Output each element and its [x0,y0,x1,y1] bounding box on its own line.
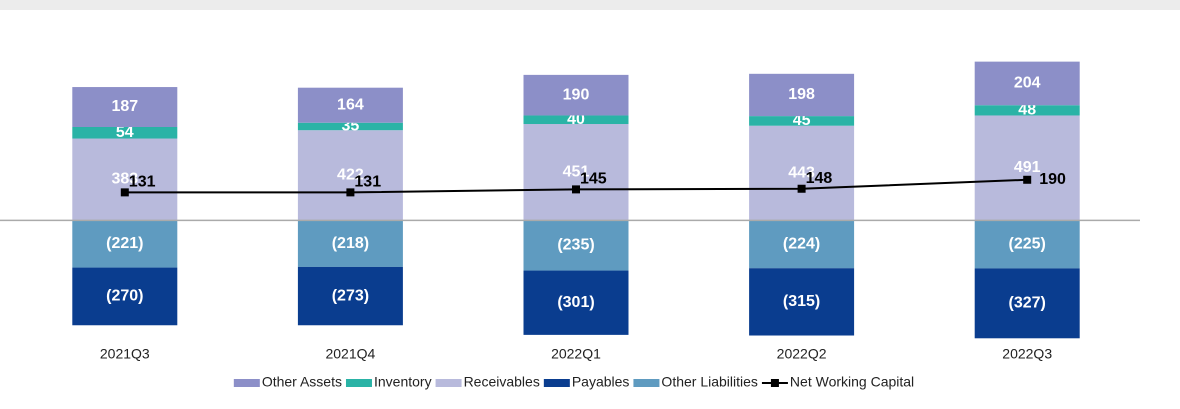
bar-segment [523,270,629,335]
data-label: (270) [106,288,143,305]
data-label: 422 [337,167,364,184]
data-label: 491 [1014,159,1041,176]
data-label: (224) [783,236,820,253]
legend-swatch [633,379,660,387]
data-label: 164 [337,96,364,113]
data-label: 383 [111,171,138,188]
bar-segment [749,268,855,336]
legend-swatch [435,379,462,387]
bar-segment [974,268,1080,339]
data-label: (301) [557,294,594,311]
legend-label: Inventory [374,374,432,390]
line-label: 131 [129,174,156,191]
x-tick-label: 2022Q2 [777,346,827,362]
bar-segment [749,125,855,221]
x-tick-label: 2021Q4 [325,346,375,362]
bar-segment [297,122,403,131]
line-marker [1023,175,1032,184]
legend-label: Other Liabilities [661,374,758,390]
legend-label: Payables [572,374,630,390]
bar-segment [72,87,178,128]
data-label: (218) [332,235,369,252]
line-marker [346,188,355,197]
bar-segment [297,220,403,267]
bar-segment [749,73,855,117]
bar-segment [72,127,178,139]
bar-segment [72,220,178,268]
data-label: 204 [1014,75,1041,92]
bar-segment [749,116,855,126]
x-tick-label: 2021Q3 [100,346,150,362]
bar-segment [974,115,1080,221]
bar-segment [523,115,629,125]
data-label: 54 [116,124,134,141]
legend-swatch [770,379,779,387]
line-marker [120,188,129,197]
line-label: 148 [806,170,833,187]
data-label: (225) [1009,236,1046,253]
data-label: 451 [563,163,590,180]
bar-segment [297,266,403,326]
bar-segment [974,61,1080,106]
data-label: 190 [563,86,590,103]
bar-segment [297,87,403,123]
bar-segment [749,220,855,269]
x-tick-label: 2022Q3 [1002,346,1052,362]
data-label: 45 [793,112,811,129]
data-label: (327) [1009,295,1046,312]
bar-segment [974,105,1080,116]
bar-segment [297,130,403,221]
data-label: 187 [111,98,138,115]
legend-label: Receivables [464,374,540,390]
data-label: (273) [332,287,369,304]
bar-segment [523,74,629,116]
bar-segment [974,220,1080,269]
line-label: 131 [354,174,381,191]
line-marker [572,185,580,194]
line-label: 190 [1039,171,1066,188]
line-marker [797,184,806,193]
legend-swatch [345,379,372,387]
data-label: (235) [557,237,594,254]
legend: Other Assets Inventory Receivables Payables… [233,374,914,390]
legend-swatch [233,379,260,387]
bar-segment [523,124,629,221]
legend-swatch [543,379,570,387]
header-band [0,0,1180,10]
data-label: (221) [106,235,143,252]
bar-segment [523,220,629,271]
bar-segment [72,267,178,326]
legend-label: Net Working Capital [790,374,914,390]
bar-segment [72,138,178,221]
x-tick-label: 2022Q1 [551,346,601,362]
data-label: (315) [783,293,820,310]
data-label: 198 [788,86,815,103]
data-label: 48 [1018,102,1036,119]
line-label: 145 [580,171,607,188]
data-label: 443 [788,164,815,181]
legend-label: Other Assets [262,374,342,390]
